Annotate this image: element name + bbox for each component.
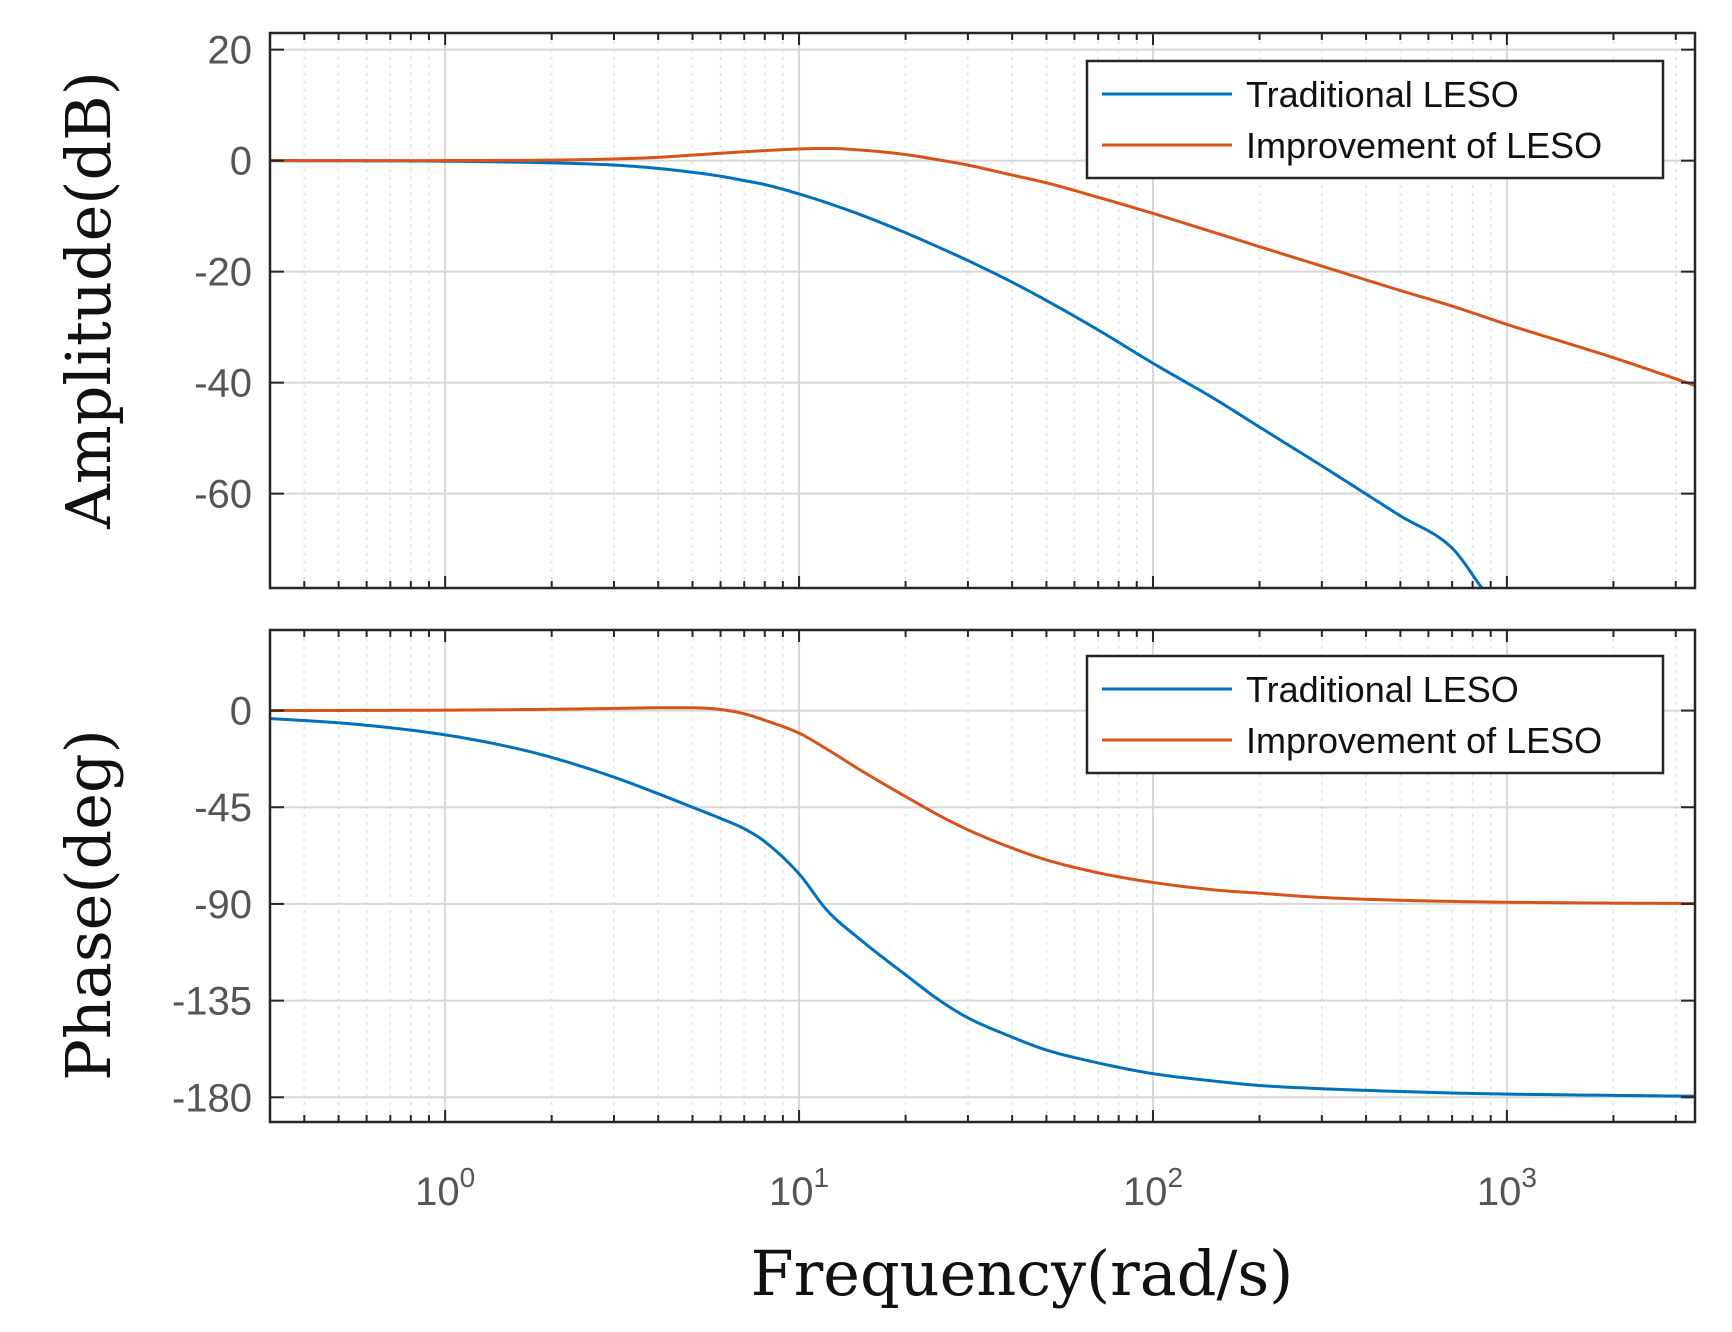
magnitude-y-axis-label: Amplitude(dB) [52, 71, 125, 530]
series-line-improvement-of-leso [270, 706, 1695, 905]
magnitude-legend: Traditional LESO Improvement of LESO [1085, 59, 1665, 180]
phase-panel: 0-45-90-135-180 100 101 102 103 Phase(deg) … [52, 628, 1697, 1310]
y-tick-label: -45 [194, 786, 252, 830]
phase-ticks [270, 630, 1695, 1122]
x-tick-label: 103 [1477, 1162, 1537, 1214]
magnitude-panel: 20 0 -20 -40 -60 Amplitude(dB) Traditional L… [52, 29, 1697, 590]
y-tick-label: 0 [230, 140, 252, 184]
x-tick-label: 100 [415, 1162, 475, 1214]
legend-improvement-leso-label: Improvement of LESO [1246, 125, 1602, 166]
legend-improvement-leso-label: Improvement of LESO [1246, 720, 1602, 761]
magnitude-ticks [270, 33, 1695, 588]
y-tick-label: -40 [194, 362, 252, 406]
y-tick-label: 20 [208, 29, 253, 73]
phase-y-tick-labels: 0 -45 -90 -135 -180 [172, 690, 252, 1121]
phase-legend-box [1085, 654, 1665, 775]
legend-traditional-leso-label: Traditional LESO [1246, 669, 1519, 710]
y-tick-label: -135 [172, 980, 252, 1024]
series-line-improvement-of-leso [270, 146, 1695, 387]
y-tick-label: -90 [194, 883, 252, 927]
phase-axes-box [268, 628, 1697, 1124]
y-tick-label: -180 [172, 1076, 252, 1120]
legend-traditional-leso-label: Traditional LESO [1246, 74, 1519, 115]
x-tick-label: 101 [769, 1162, 829, 1214]
magnitude-y-tick-labels: 20 0 -20 -40 -60 [194, 29, 252, 517]
magnitude-series-group [270, 146, 1695, 588]
phase-x-tick-labels: 100 101 102 103 [415, 1162, 1537, 1214]
y-tick-label: -60 [194, 473, 252, 517]
phase-y-axis-label: Phase(deg) [52, 729, 125, 1081]
series-line-traditional-leso [270, 717, 1695, 1098]
y-tick-label: -20 [194, 251, 252, 295]
x-axis-label: Frequency(rad/s) [751, 1237, 1294, 1310]
phase-series-group [270, 706, 1695, 1098]
x-tick-label: 102 [1123, 1162, 1183, 1214]
phase-legend: Traditional LESO Improvement of LESO [1085, 654, 1665, 775]
y-tick-label: 0 [230, 690, 252, 734]
series-line-traditional-leso [270, 159, 1484, 588]
magnitude-legend-box [1085, 59, 1665, 180]
magnitude-axes-box [268, 31, 1697, 590]
